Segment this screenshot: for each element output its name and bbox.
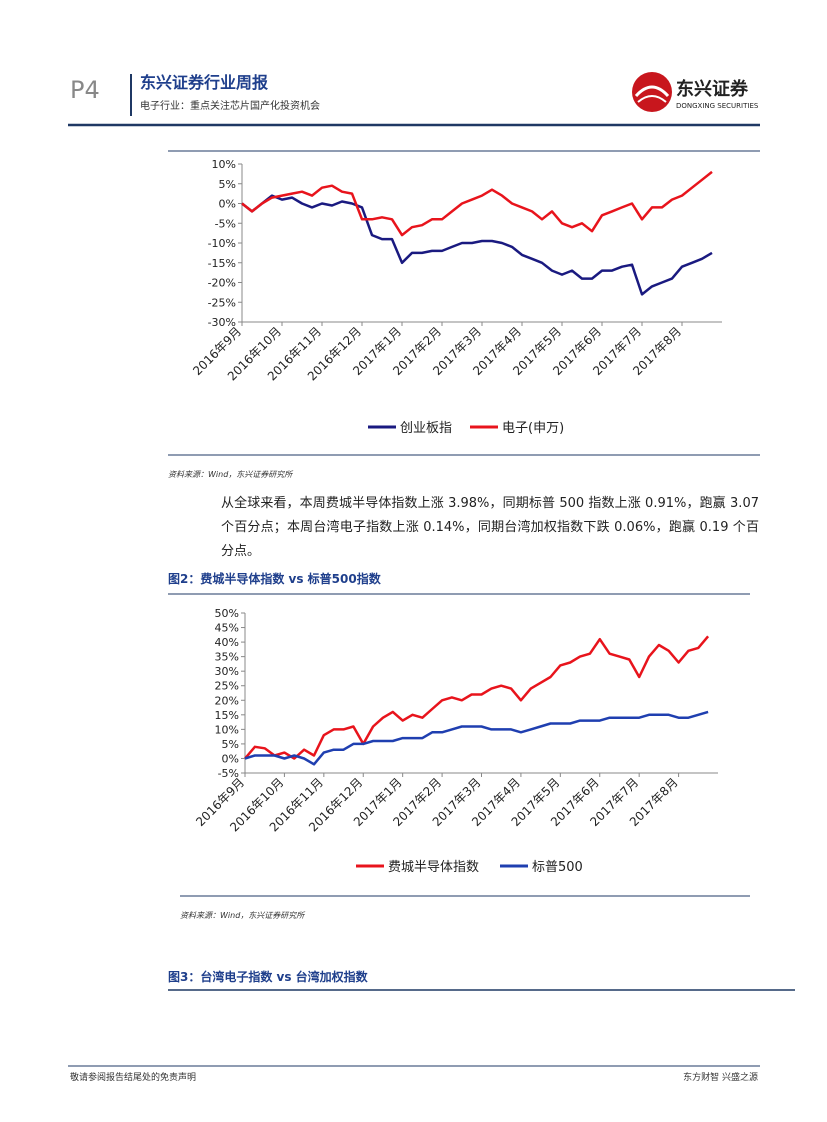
series-line [241, 194, 713, 296]
header-subtitle: 电子行业：重点关注芯片国产化投资机会 [140, 99, 320, 112]
legend-label: 创业板指 [400, 421, 452, 436]
y-tick-label: 10% [215, 723, 239, 736]
legend-label: 标普500 [532, 860, 583, 875]
y-tick-label: 0% [222, 752, 239, 765]
source-note: 资料来源：Wind，东兴证券研究所 [168, 470, 294, 479]
y-tick-label: 50% [215, 607, 239, 620]
y-tick-label: 0% [219, 198, 236, 211]
y-tick-label: -25% [208, 296, 236, 309]
legend-label: 电子(申万) [502, 421, 564, 436]
y-tick-label: -20% [208, 277, 236, 290]
logo-text: 东兴证券 [676, 78, 749, 100]
y-tick-label: 10% [212, 158, 236, 171]
logo-text-en: DONGXING SECURITIES [676, 102, 759, 110]
logo-wave [637, 95, 667, 103]
logo-mark [632, 72, 672, 112]
page-number: P4 [70, 76, 100, 104]
y-tick-label: -10% [208, 237, 236, 250]
y-tick-label: 25% [215, 680, 239, 693]
figure-caption: 图3：台湾电子指数 vs 台湾加权指数 [168, 969, 369, 984]
y-tick-label: 5% [219, 178, 236, 191]
y-tick-label: 45% [215, 622, 239, 635]
y-tick-label: 20% [215, 694, 239, 707]
y-tick-label: 15% [215, 709, 239, 722]
y-tick-label: -5% [215, 217, 236, 230]
y-tick-label: 5% [222, 738, 239, 751]
y-tick-label: -30% [208, 316, 236, 329]
legend-label: 费城半导体指数 [388, 860, 479, 875]
y-tick-label: 40% [215, 636, 239, 649]
body-paragraph: 从全球来看，本周费城半导体指数上涨 3.98%，同期标普 500 指数上涨 0.… [221, 496, 759, 559]
y-tick-label: -5% [218, 767, 239, 780]
series-line [241, 170, 713, 237]
source-note: 资料来源：Wind，东兴证券研究所 [180, 911, 306, 920]
figure-caption: 图2：费城半导体指数 vs 标普500指数 [168, 571, 382, 586]
footer-left: 敬请参阅报告结尾处的免责声明 [70, 1071, 196, 1083]
y-tick-label: -15% [208, 257, 236, 270]
series-line [244, 635, 710, 760]
footer-right: 东方财智 兴盛之源 [683, 1071, 758, 1083]
header-title: 东兴证券行业周报 [140, 73, 268, 92]
y-tick-label: 30% [215, 665, 239, 678]
logo-wave [634, 85, 670, 98]
y-tick-label: 35% [215, 651, 239, 664]
series-line [244, 710, 709, 766]
